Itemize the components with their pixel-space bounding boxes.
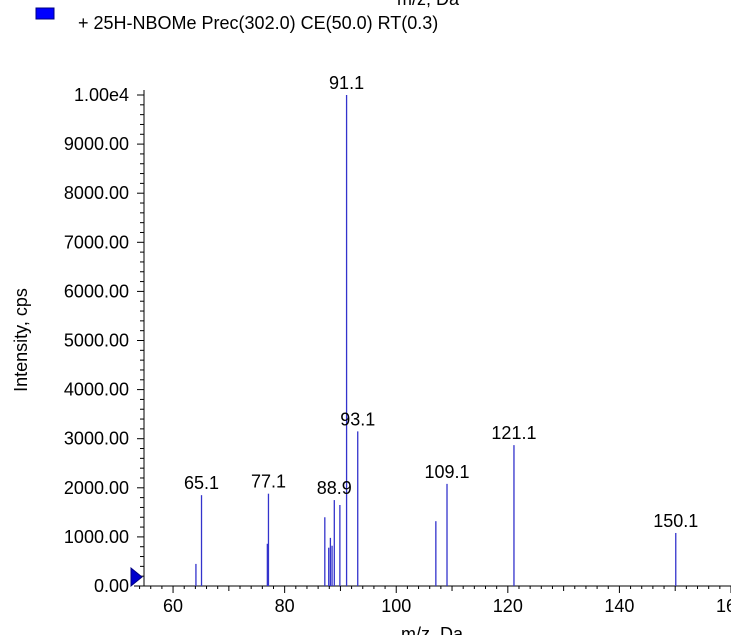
x-tick-label: 60 bbox=[163, 596, 183, 616]
y-tick-label: 8000.00 bbox=[64, 183, 129, 203]
peak-labels: 65.1 77.1 88.9 91.1 93.1 109.1 121.1 150.1 bbox=[184, 73, 698, 531]
peak-label: 121.1 bbox=[491, 423, 536, 443]
y-tick-label: 3000.00 bbox=[64, 429, 129, 449]
y-tick-label: 1000.00 bbox=[64, 527, 129, 547]
x-tick-label: 160 bbox=[716, 596, 731, 616]
peak-label: 65.1 bbox=[184, 473, 219, 493]
y-tick-label: 2000.00 bbox=[64, 478, 129, 498]
y-axis-title: Intensity, cps bbox=[11, 288, 31, 392]
y-tick-label: 4000.00 bbox=[64, 380, 129, 400]
y-tick-label: 9000.00 bbox=[64, 134, 129, 154]
peaks bbox=[195, 95, 677, 586]
x-tick-label: 120 bbox=[493, 596, 523, 616]
y-tick-label: 7000.00 bbox=[64, 232, 129, 252]
zero-line-marker-icon[interactable] bbox=[130, 566, 143, 588]
x-axis: 60 80 100 120 140 160 bbox=[134, 585, 731, 616]
peak-label: 150.1 bbox=[653, 511, 698, 531]
y-tick-label: 0.00 bbox=[94, 576, 129, 596]
legend: + 25H-NBOMe Prec(302.0) CE(50.0) RT(0.3) bbox=[35, 7, 438, 33]
peak-label: 77.1 bbox=[251, 472, 286, 492]
peak-label: 91.1 bbox=[329, 73, 364, 93]
peak-label: 93.1 bbox=[340, 409, 375, 429]
y-tick-label: 5000.00 bbox=[64, 331, 129, 351]
x-axis-title: m/z, Da bbox=[401, 624, 464, 635]
x-tick-label: 140 bbox=[604, 596, 634, 616]
y-tick-label: 1.00e4 bbox=[74, 85, 129, 105]
peak-label: 109.1 bbox=[424, 462, 469, 482]
peak-label: 88.9 bbox=[317, 478, 352, 498]
x-tick-label: 100 bbox=[381, 596, 411, 616]
y-axis: 0.00 1000.00 2000.00 3000.00 4000.00 5000.00 6… bbox=[64, 85, 145, 596]
y-tick-label: 6000.00 bbox=[64, 281, 129, 301]
legend-swatch bbox=[35, 7, 55, 20]
top-cut-axis-title: m/z, Da bbox=[397, 0, 460, 9]
x-tick-label: 80 bbox=[275, 596, 295, 616]
legend-entry: + 25H-NBOMe Prec(302.0) CE(50.0) RT(0.3) bbox=[78, 13, 438, 33]
